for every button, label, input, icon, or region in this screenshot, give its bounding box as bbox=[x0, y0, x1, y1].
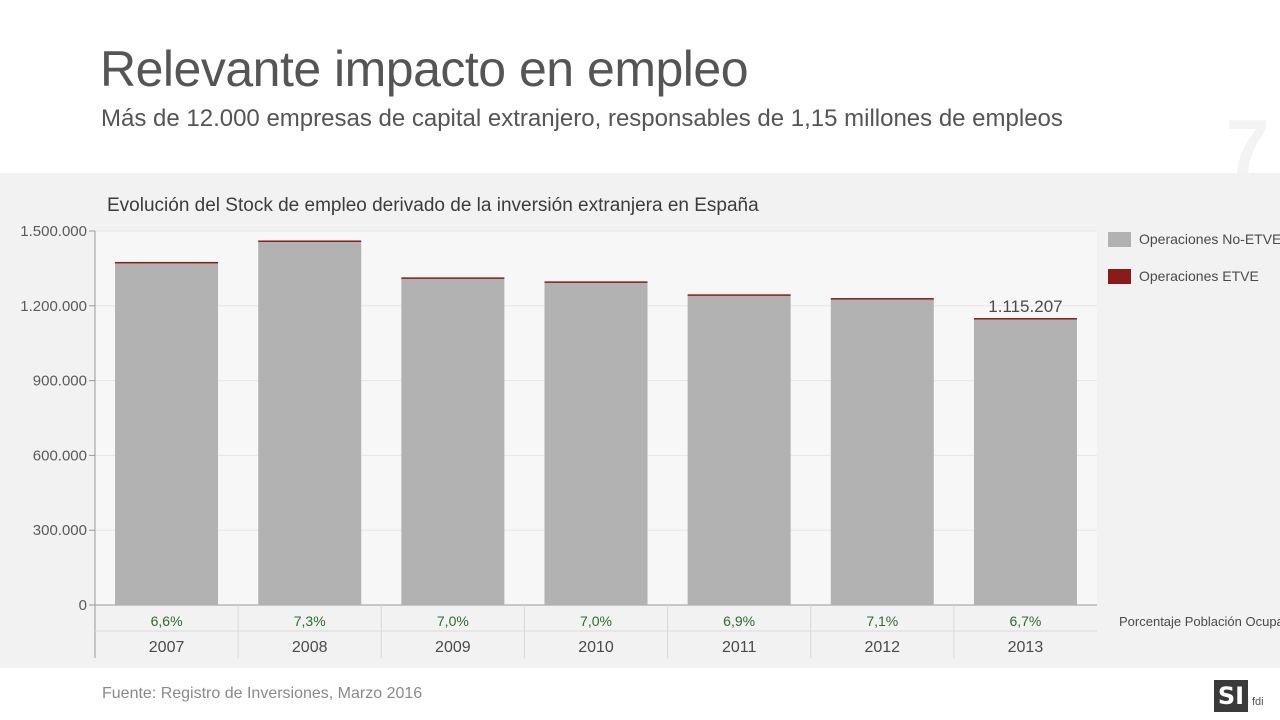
legend-label: Operaciones ETVE bbox=[1139, 268, 1259, 284]
percentage-label: 6,7% bbox=[1009, 613, 1041, 629]
bar-etve-2008 bbox=[258, 240, 362, 242]
chart-title: Evolución del Stock de empleo derivado d… bbox=[107, 195, 759, 216]
x-tick-label: 2008 bbox=[292, 639, 328, 656]
logo-subtext: fdi bbox=[1252, 696, 1264, 708]
bar-no-etve-2011 bbox=[687, 295, 791, 605]
y-tick-label: 0 bbox=[79, 597, 87, 614]
x-tick-label: 2012 bbox=[864, 639, 900, 656]
percentage-label: 7,0% bbox=[580, 613, 612, 629]
source-note: Fuente: Registro de Inversiones, Marzo 2… bbox=[102, 685, 423, 702]
bar-etve-2007 bbox=[115, 261, 219, 264]
x-tick-label: 2009 bbox=[435, 639, 471, 656]
x-tick-label: 2011 bbox=[722, 639, 757, 656]
bar-no-etve-2013 bbox=[973, 318, 1077, 605]
bar-etve-2011 bbox=[687, 294, 791, 296]
y-tick-label: 300.000 bbox=[33, 522, 87, 539]
x-tick-label: 2007 bbox=[149, 639, 185, 656]
percentage-label: 7,1% bbox=[866, 613, 898, 629]
bar-value-label: 1.115.207 bbox=[988, 297, 1062, 316]
y-tick-label: 900.000 bbox=[33, 373, 87, 390]
bar-etve-2012 bbox=[830, 298, 934, 300]
bar-no-etve-2010 bbox=[544, 282, 648, 605]
legend-swatch bbox=[1108, 269, 1131, 284]
employment-bar-chart: Evolución del Stock de empleo derivado d… bbox=[20, 195, 1280, 658]
x-tick-label: 2013 bbox=[1008, 639, 1044, 656]
percentage-label: 6,9% bbox=[723, 613, 755, 629]
bar-no-etve-2009 bbox=[401, 278, 505, 605]
y-tick-label: 600.000 bbox=[33, 447, 87, 464]
bar-no-etve-2012 bbox=[830, 298, 934, 605]
bar-etve-2010 bbox=[544, 281, 648, 283]
percentage-label: 6,6% bbox=[151, 613, 183, 629]
page-subtitle: Más de 12.000 empresas de capital extran… bbox=[101, 105, 1063, 132]
x-tick-label: 2010 bbox=[578, 639, 614, 656]
logo-icon: SI bbox=[1214, 680, 1248, 712]
bar-no-etve-2008 bbox=[258, 241, 362, 606]
legend-swatch bbox=[1108, 232, 1131, 247]
page-title: Relevante impacto en empleo bbox=[100, 41, 749, 97]
chart-panel: Evolución del Stock de empleo derivado d… bbox=[0, 173, 1280, 668]
bar-etve-2009 bbox=[401, 277, 505, 279]
percentages-row-label: Porcentaje Población Ocupada bbox=[1119, 614, 1280, 629]
percentage-label: 7,3% bbox=[294, 613, 326, 629]
bar-etve-2013 bbox=[973, 318, 1077, 320]
y-tick-label: 1.500.000 bbox=[20, 223, 87, 240]
y-tick-label: 1.200.000 bbox=[20, 298, 87, 315]
legend-label: Operaciones No-ETVE bbox=[1139, 231, 1280, 247]
percentage-label: 7,0% bbox=[437, 613, 469, 629]
bar-no-etve-2007 bbox=[115, 262, 219, 605]
